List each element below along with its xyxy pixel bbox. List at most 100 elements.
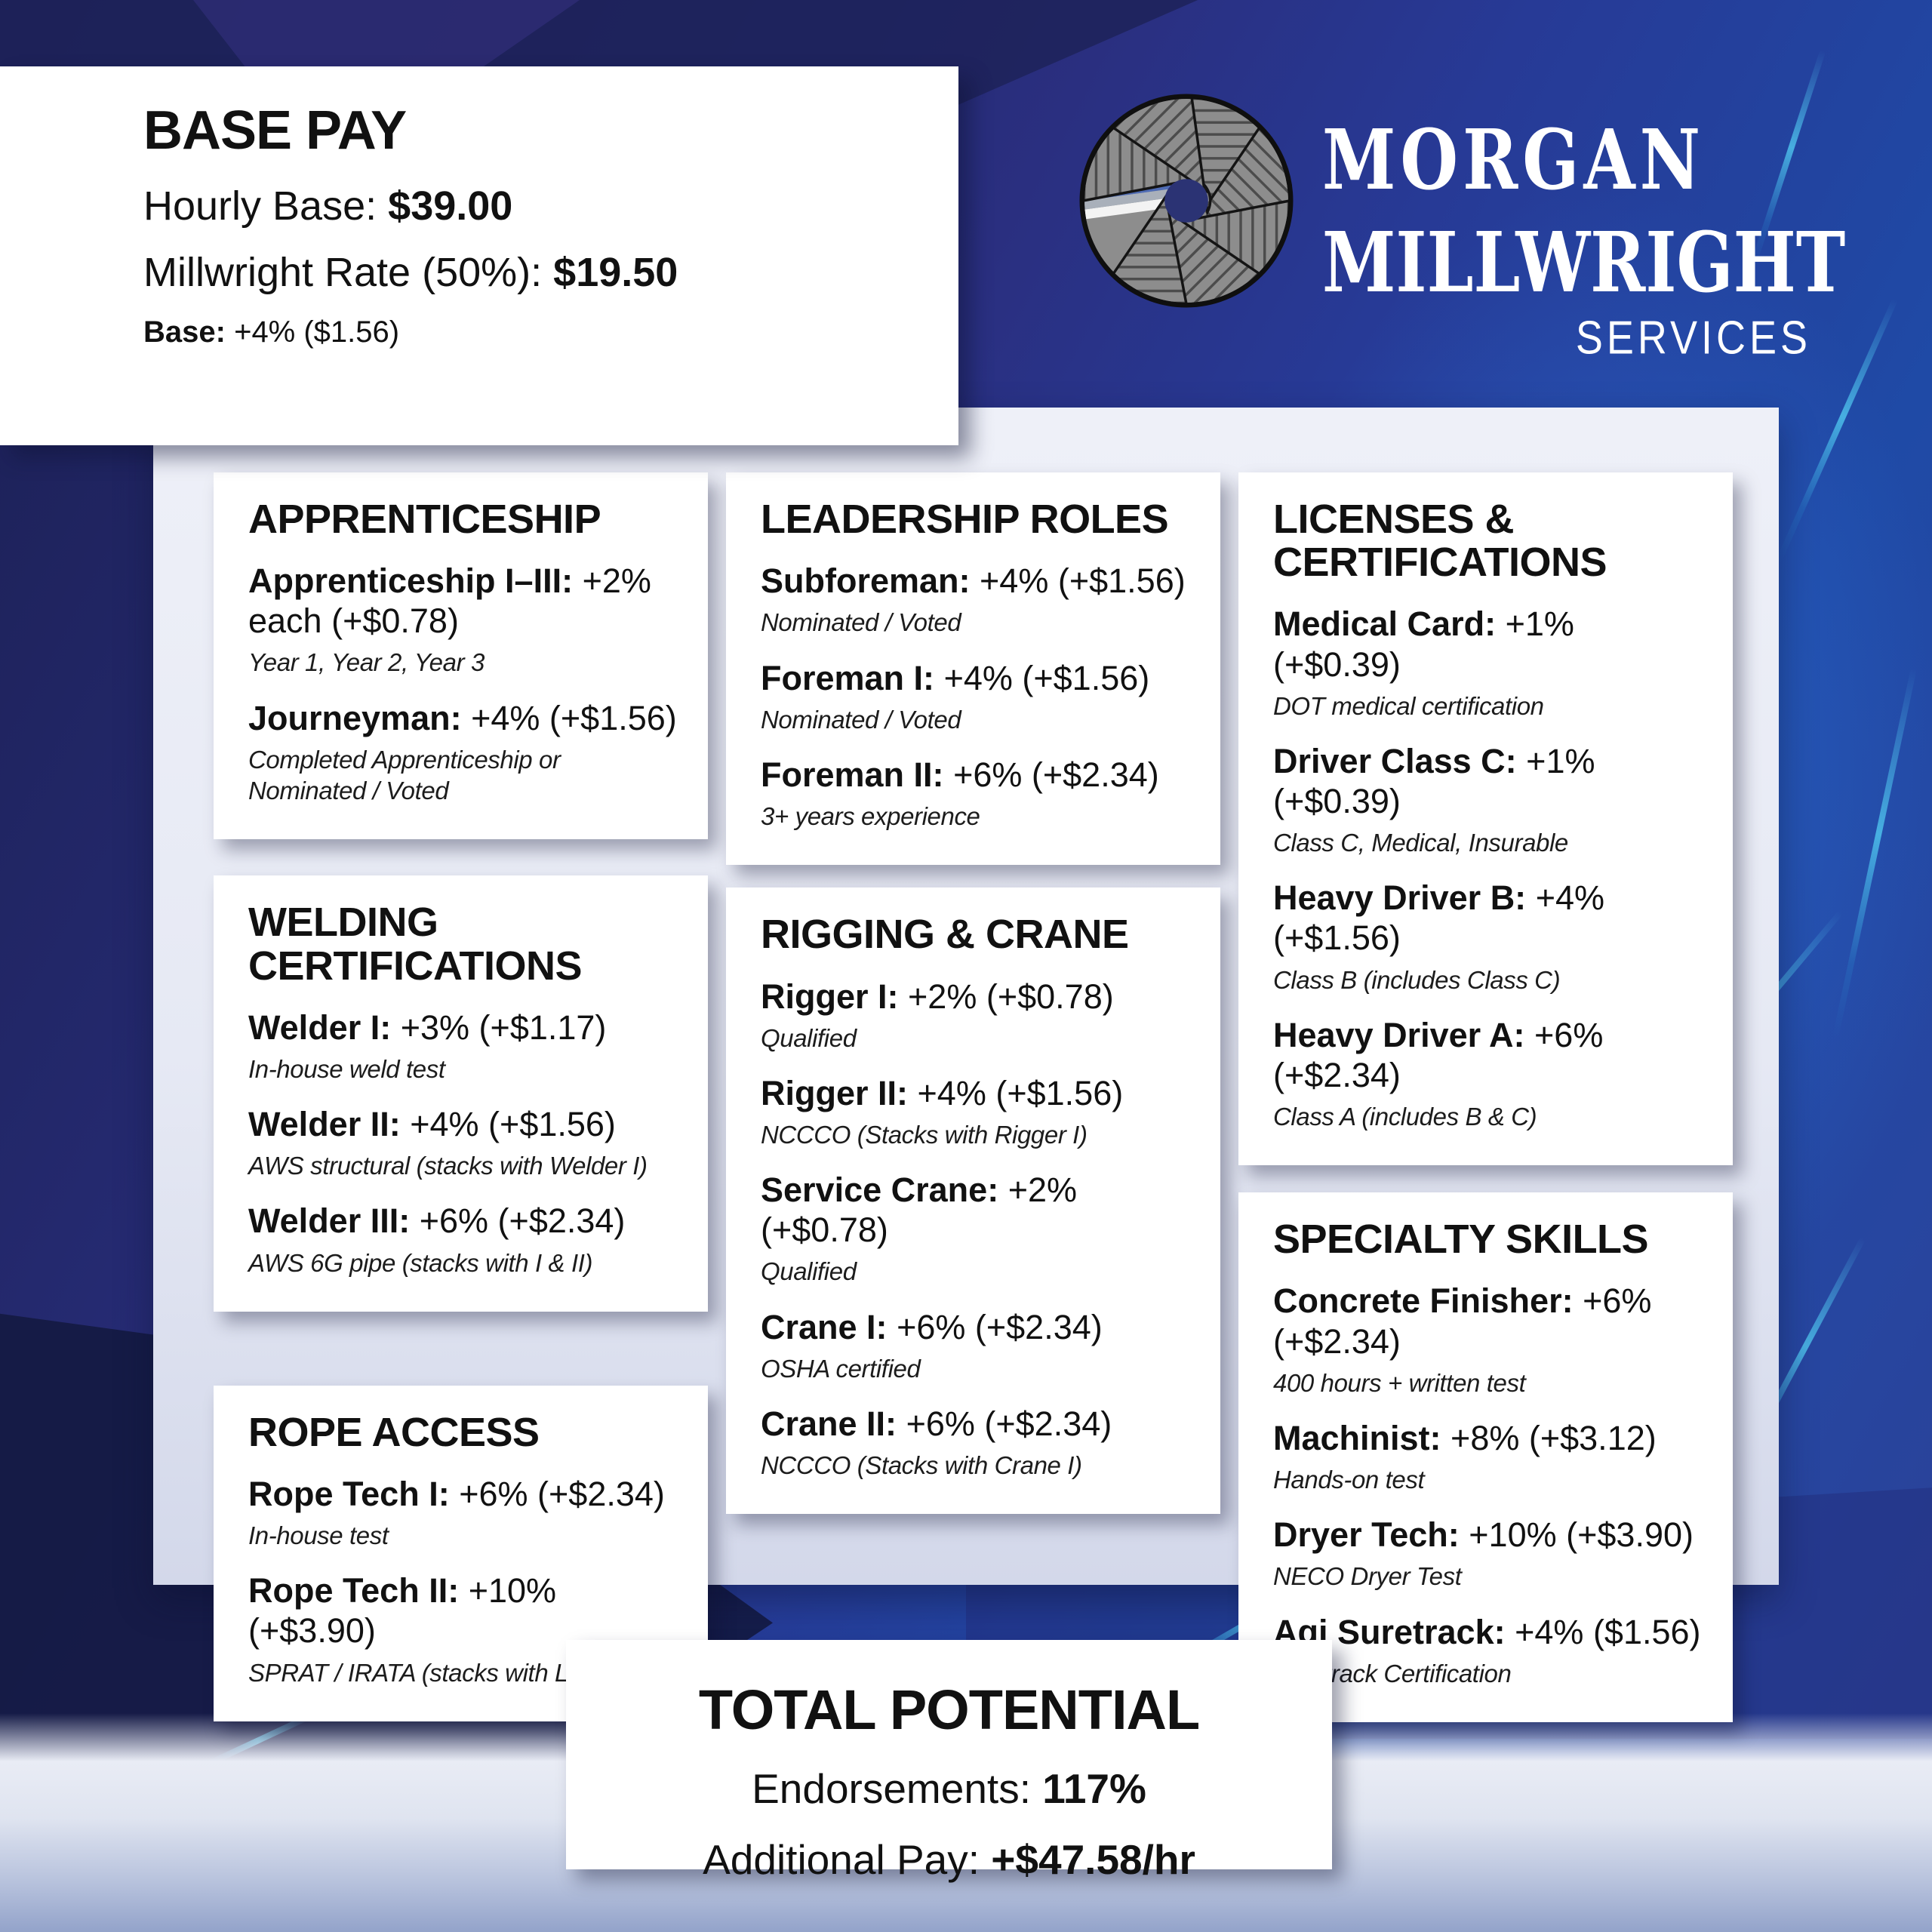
item-note: Class A (includes B & C) [1273,1102,1537,1131]
section-title: APPRENTICESHIP [248,497,601,542]
item-note: 3+ years experience [761,802,980,831]
endorsement-item: Service Crane: +2% (+$0.78) Qualified [761,1170,1190,1287]
endorsement-item: Rigger II: +4% (+$1.56) NCCCO (Stacks wi… [761,1073,1190,1150]
item-note: NCCCO (Stacks with Rigger I) [761,1120,1088,1149]
item-value: +1% (+$0.39) [1273,741,1595,820]
endorsement-item: Apprenticeship I–III: +2% each (+$0.78) … [248,561,678,678]
item-label: Medical Card: [1273,605,1497,644]
item-note: OSHA certified [761,1354,921,1383]
endorsement-item: Machinist: +8% (+$3.12) Hands-on test [1273,1418,1703,1495]
section-items: Subforeman: +4% (+$1.56) Nominated / Vot… [761,561,1190,832]
item-value: +1% (+$0.39) [1273,605,1574,684]
logo-wordmark: MORGAN MILLWRIGHT SERVICES [1322,110,1845,364]
item-note: Qualified [761,1023,857,1052]
endorsement-line: Rope Tech I: +6% (+$2.34) [248,1474,678,1514]
section-items: Concrete Finisher: +6% (+$2.34) 400 hour… [1273,1281,1703,1688]
item-label: Driver Class C: [1273,741,1517,780]
item-value: +6% (+$2.34) [419,1201,626,1241]
item-value: +6% (+$2.34) [1273,1281,1652,1361]
base-pay-box: BASE PAY Hourly Base: $39.00 Millwright … [0,66,958,445]
item-value: +4% (+$1.56) [471,698,677,737]
endorsement-item: Rope Tech II: +10% (+$3.90) SPRAT / IRAT… [248,1571,678,1687]
endorsement-item: Heavy Driver B: +4% (+$1.56) Class B (in… [1273,878,1703,995]
hourly-base-value: $39.00 [388,183,513,229]
item-label: Rope Tech I: [248,1475,450,1513]
millwright-rate-label: Millwright Rate (50%): [143,250,543,295]
aperture-logo-icon [1057,72,1315,330]
section-title: RIGGING & CRANE [761,912,1129,958]
item-value: +6% (+$2.34) [459,1475,665,1513]
item-label: Service Crane: [761,1171,999,1210]
item-value: +4% (+$1.56) [1273,878,1605,958]
item-value: +8% (+$3.12) [1451,1418,1657,1457]
section-card-licenses-certifications: LICENSES & CERTIFICATIONS Medical Card: … [1238,472,1733,1166]
item-note: AWS 6G pipe (stacks with I & II) [248,1248,593,1277]
section-items: Apprenticeship I–III: +2% each (+$0.78) … [248,561,678,806]
item-label: Crane I: [761,1307,888,1346]
endorsement-line: Welder II: +4% (+$1.56) [248,1104,678,1144]
item-note: Hands-on test [1273,1465,1425,1494]
section-title: ROPE ACCESS [248,1409,540,1455]
hourly-base-line: Hourly Base: $39.00 [143,183,921,229]
item-value: +4% (+$1.56) [917,1073,1124,1112]
item-value: +2% (+$0.78) [761,1171,1078,1250]
item-value: +3% (+$1.17) [400,1008,607,1047]
endorsement-line: Welder I: +3% (+$1.17) [248,1008,678,1048]
item-note: Nominated / Voted [761,608,961,637]
endorsement-line: Medical Card: +1% (+$0.39) [1273,604,1703,684]
total-potential-box: TOTAL POTENTIAL Endorsements: 117% Addit… [566,1640,1332,1883]
base-note-value: +4% ($1.56) [234,315,400,349]
item-label: Machinist: [1273,1418,1441,1457]
endorsements-panel: APPRENTICESHIP Apprenticeship I–III: +2%… [153,408,1779,1722]
panel-column-1: APPRENTICESHIP Apprenticeship I–III: +2%… [214,472,708,1721]
total-potential-title: TOTAL POTENTIAL [698,1678,1200,1741]
endorsement-item: Dryer Tech: +10% (+$3.90) NECO Dryer Tes… [1273,1515,1703,1592]
endorsement-item: Subforeman: +4% (+$1.56) Nominated / Vot… [761,561,1190,638]
endorsement-item: Concrete Finisher: +6% (+$2.34) 400 hour… [1273,1281,1703,1398]
section-items: Rigger I: +2% (+$0.78) Qualified Rigger … [761,977,1190,1481]
logo-name-line1: MORGAN [1322,110,1706,208]
panel-column-2: LEADERSHIP ROLES Subforeman: +4% (+$1.56… [726,472,1220,1585]
endorsement-item: Crane II: +6% (+$2.34) NCCCO (Stacks wit… [761,1404,1190,1481]
endorsement-line: Crane II: +6% (+$2.34) [761,1404,1190,1444]
endorsement-line: Crane I: +6% (+$2.34) [761,1307,1190,1347]
section-card-rope-access: ROPE ACCESS Rope Tech I: +6% (+$2.34) In… [214,1385,708,1721]
item-note: In-house weld test [248,1054,445,1083]
logo-tagline: SERVICES [1575,312,1811,365]
endorsement-line: Apprenticeship I–III: +2% each (+$0.78) [248,561,678,641]
item-label: Heavy Driver B: [1273,878,1527,918]
section-title: LEADERSHIP ROLES [761,497,1169,542]
item-value: +2% (+$0.78) [908,977,1114,1016]
item-label: Journeyman: [248,698,462,737]
item-note: NECO Dryer Test [1273,1562,1462,1591]
item-note: Class C, Medical, Insurable [1273,829,1568,857]
item-label: Rigger I: [761,977,899,1016]
item-label: Crane II: [761,1404,897,1443]
item-value: +6% (+$2.34) [897,1307,1103,1346]
base-note-line: Base: +4% ($1.56) [143,315,921,349]
item-note: DOT medical certification [1273,691,1544,720]
section-items: Medical Card: +1% (+$0.39) DOT medical c… [1273,604,1703,1132]
endorsement-line: Rope Tech II: +10% (+$3.90) [248,1571,678,1651]
item-label: Welder I: [248,1008,392,1047]
endorsement-line: Machinist: +8% (+$3.12) [1273,1418,1703,1458]
section-items: Rope Tech I: +6% (+$2.34) In-house test … [248,1474,678,1688]
item-note: NCCCO (Stacks with Crane I) [761,1451,1082,1480]
endorsement-line: Foreman II: +6% (+$2.34) [761,755,1190,795]
section-card-welding-certifications: WELDING CERTIFICATIONS Welder I: +3% (+$… [214,875,708,1312]
base-pay-title: BASE PAY [143,100,407,161]
endorsement-item: Welder II: +4% (+$1.56) AWS structural (… [248,1104,678,1181]
item-label: Subforeman: [761,561,971,601]
item-note: AWS structural (stacks with Welder I) [248,1152,648,1180]
endorsement-line: Service Crane: +2% (+$0.78) [761,1170,1190,1250]
endorsement-line: Heavy Driver B: +4% (+$1.56) [1273,878,1703,958]
section-title: SPECIALTY SKILLS [1273,1217,1649,1263]
endorsement-line: Foreman I: +4% (+$1.56) [761,658,1190,698]
endorsement-item: Welder III: +6% (+$2.34) AWS 6G pipe (st… [248,1201,678,1278]
endorsement-line: Concrete Finisher: +6% (+$2.34) [1273,1281,1703,1361]
item-note: Nominated / Voted [761,705,961,734]
item-value: +10% (+$3.90) [248,1571,557,1651]
endorsement-line: Welder III: +6% (+$2.34) [248,1201,678,1241]
item-note: Suretrack Certification [1273,1659,1512,1687]
item-note: Year 1, Year 2, Year 3 [248,648,485,677]
